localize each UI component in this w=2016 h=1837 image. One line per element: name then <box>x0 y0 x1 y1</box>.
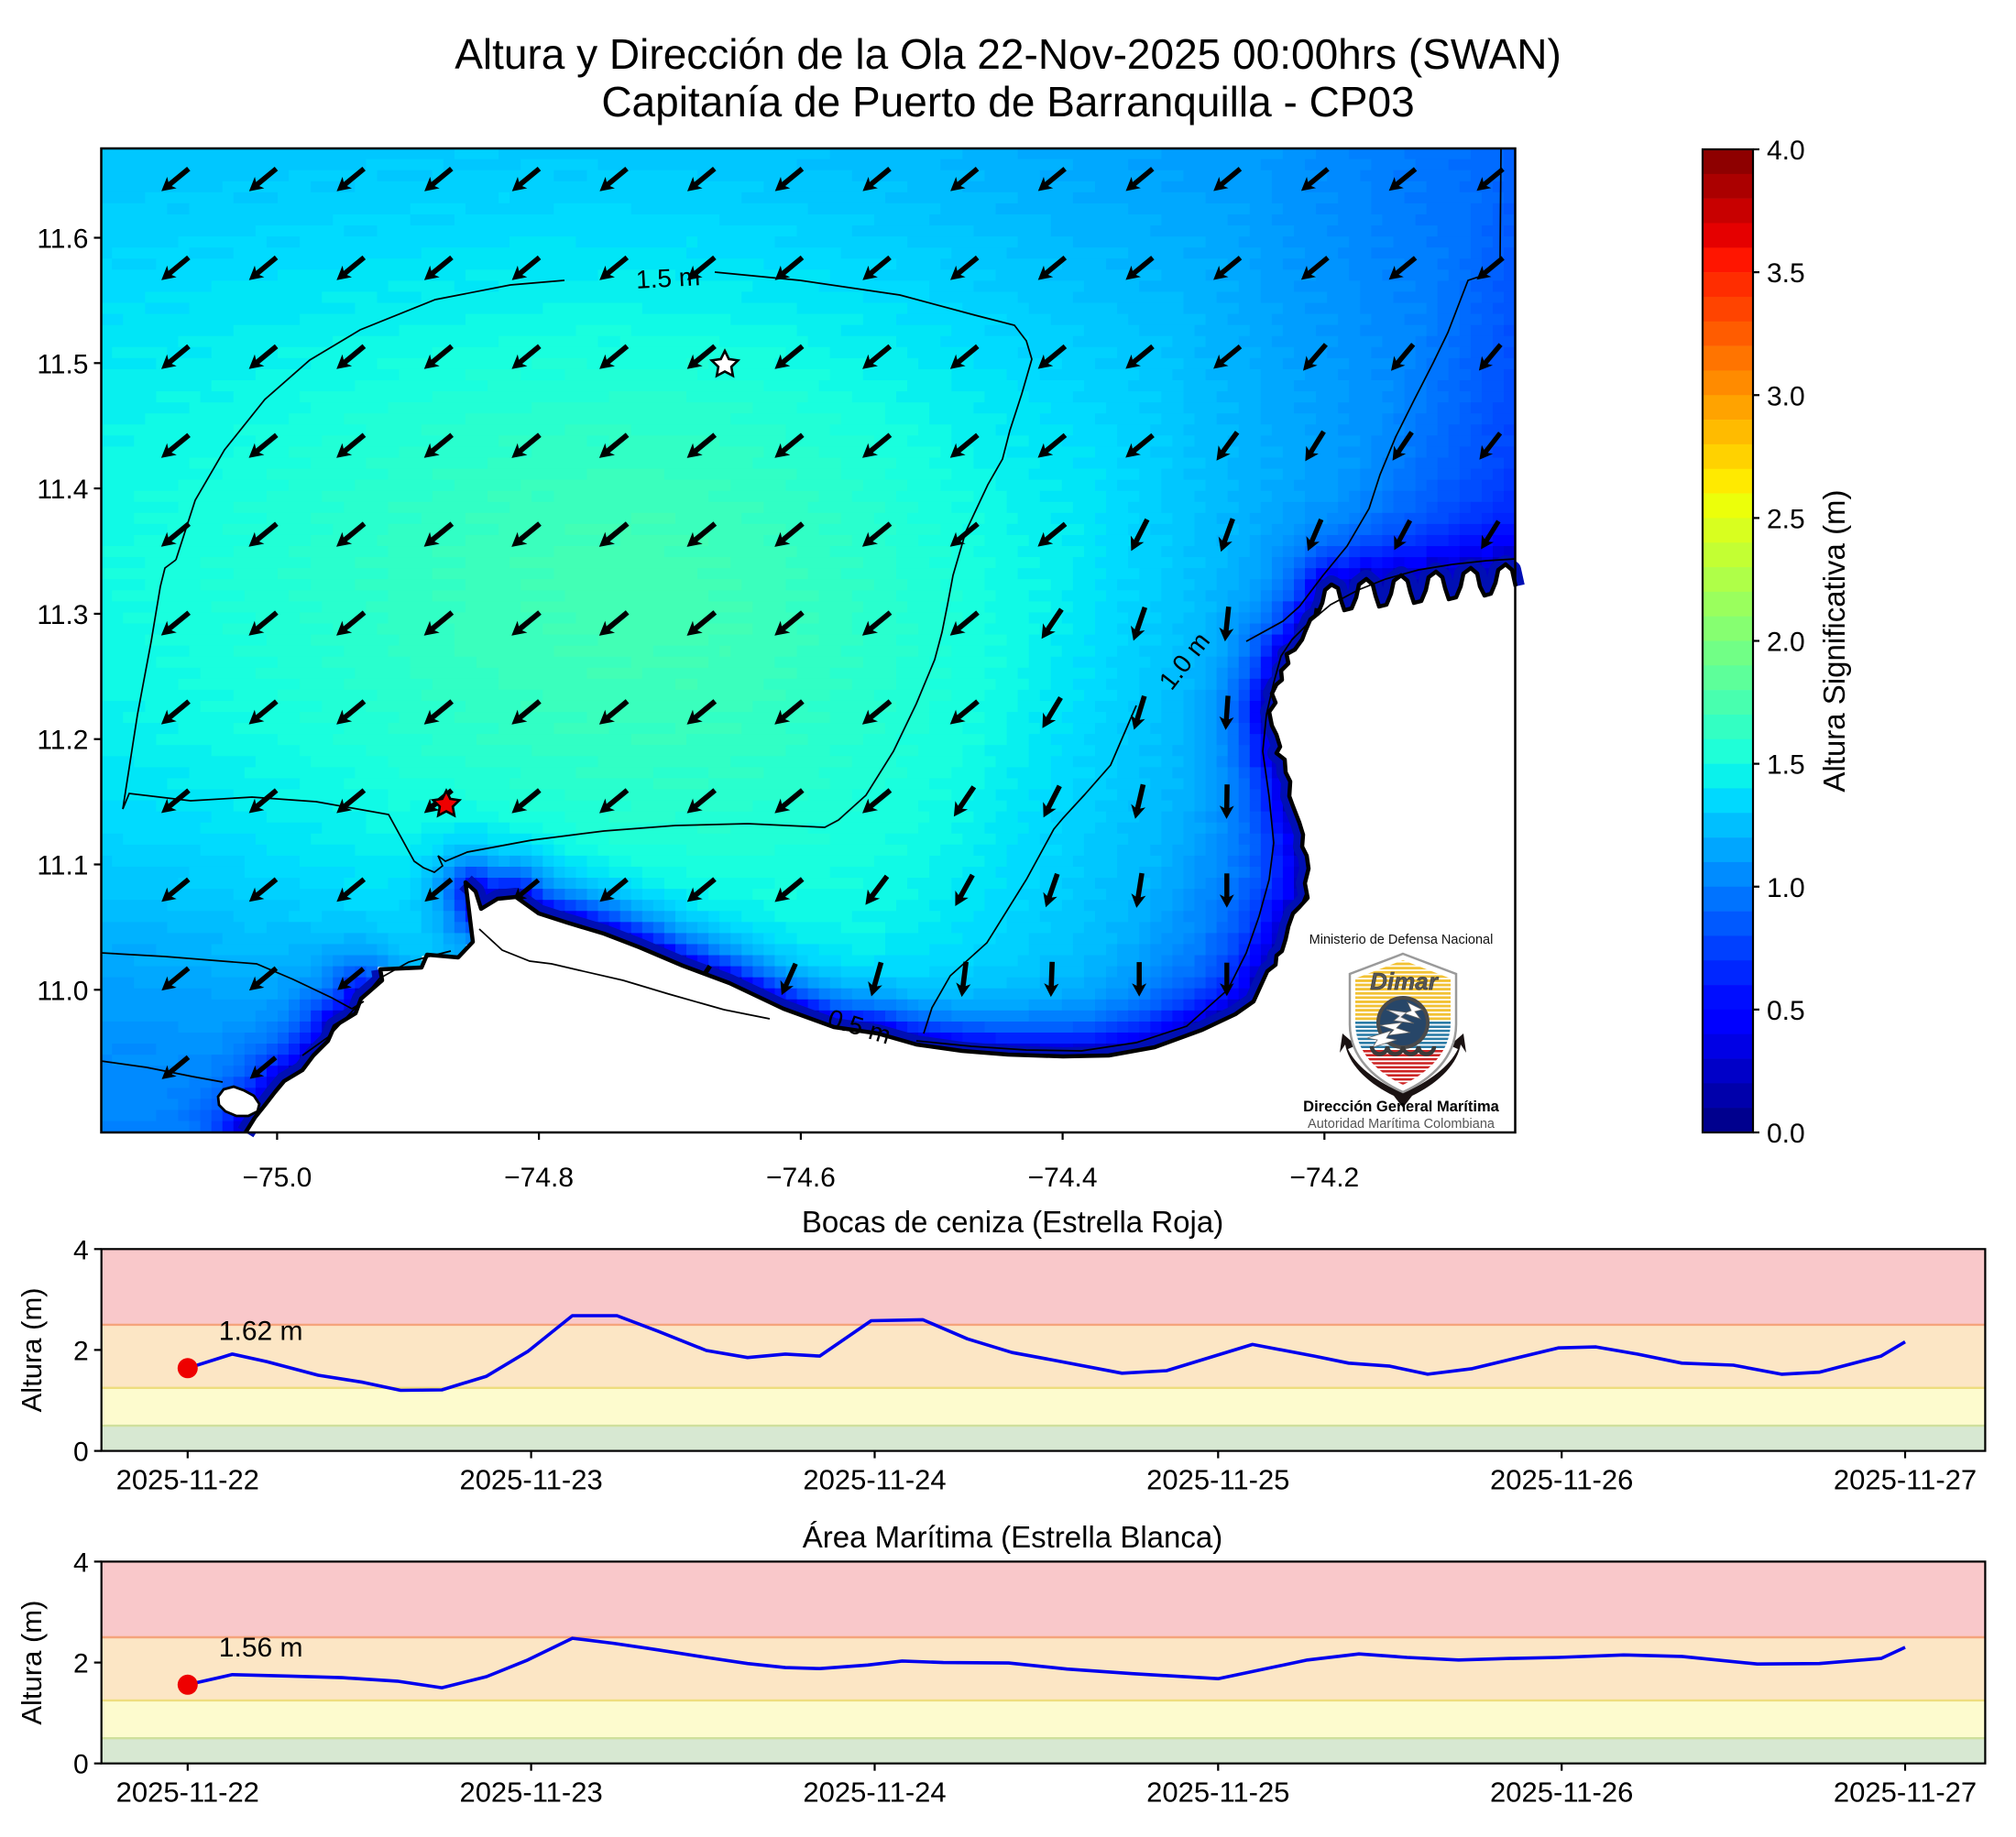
svg-text:2: 2 <box>73 1649 89 1679</box>
svg-text:11.1: 11.1 <box>37 851 88 881</box>
svg-text:11.0: 11.0 <box>37 976 88 1006</box>
svg-text:11.6: 11.6 <box>37 224 88 255</box>
svg-text:−74.8: −74.8 <box>504 1163 574 1193</box>
svg-text:−74.2: −74.2 <box>1289 1163 1359 1193</box>
svg-text:0: 0 <box>73 1438 89 1468</box>
svg-text:1.56 m: 1.56 m <box>219 1633 303 1663</box>
svg-text:4: 4 <box>73 1235 89 1265</box>
svg-text:2025-11-23: 2025-11-23 <box>459 1777 602 1809</box>
svg-text:2.5: 2.5 <box>1767 504 1805 534</box>
svg-text:0.0: 0.0 <box>1767 1119 1805 1149</box>
svg-text:3.5: 3.5 <box>1767 258 1805 289</box>
svg-text:1.62 m: 1.62 m <box>219 1316 303 1346</box>
svg-text:Altura y Dirección de la Ola 2: Altura y Dirección de la Ola 22-Nov-2025… <box>455 30 1561 78</box>
svg-text:Altura Significativa (m): Altura Significativa (m) <box>1817 489 1851 792</box>
svg-text:0.5: 0.5 <box>1767 996 1805 1026</box>
svg-text:Bocas de ceniza (Estrella Roja: Bocas de ceniza (Estrella Roja) <box>802 1205 1223 1239</box>
svg-text:2025-11-27: 2025-11-27 <box>1834 1777 1977 1809</box>
svg-text:−74.6: −74.6 <box>766 1163 836 1193</box>
svg-text:2025-11-25: 2025-11-25 <box>1146 1464 1289 1496</box>
svg-text:4: 4 <box>73 1547 89 1578</box>
svg-text:2025-11-25: 2025-11-25 <box>1146 1777 1289 1809</box>
svg-text:0: 0 <box>73 1750 89 1780</box>
svg-text:2025-11-24: 2025-11-24 <box>803 1777 946 1809</box>
svg-text:Dirección General Marítima: Dirección General Marítima <box>1303 1099 1499 1115</box>
svg-text:Área Marítima (Estrella Blanca: Área Marítima (Estrella Blanca) <box>803 1520 1222 1554</box>
svg-text:2025-11-26: 2025-11-26 <box>1490 1464 1633 1496</box>
svg-text:1.0: 1.0 <box>1767 873 1805 903</box>
svg-text:11.3: 11.3 <box>37 600 88 630</box>
svg-text:2025-11-26: 2025-11-26 <box>1490 1777 1633 1809</box>
svg-text:−75.0: −75.0 <box>242 1163 312 1193</box>
svg-text:Altura (m): Altura (m) <box>16 1287 48 1412</box>
svg-text:2025-11-22: 2025-11-22 <box>116 1777 259 1809</box>
svg-text:2.0: 2.0 <box>1767 628 1805 658</box>
svg-text:Dimar: Dimar <box>1370 968 1440 995</box>
svg-text:3.0: 3.0 <box>1767 381 1805 411</box>
svg-text:Autoridad Marítima Colombiana: Autoridad Marítima Colombiana <box>1308 1117 1496 1132</box>
svg-text:1.5 m: 1.5 m <box>635 262 701 294</box>
svg-text:1.5: 1.5 <box>1767 750 1805 781</box>
svg-text:Ministerio de Defensa Nacional: Ministerio de Defensa Nacional <box>1309 933 1494 947</box>
svg-text:2025-11-24: 2025-11-24 <box>803 1464 946 1496</box>
svg-text:2025-11-23: 2025-11-23 <box>459 1464 602 1496</box>
svg-text:11.4: 11.4 <box>37 475 88 505</box>
svg-text:2025-11-27: 2025-11-27 <box>1834 1464 1977 1496</box>
svg-text:2025-11-22: 2025-11-22 <box>116 1464 259 1496</box>
svg-text:2: 2 <box>73 1336 89 1366</box>
svg-text:11.5: 11.5 <box>37 349 88 379</box>
svg-text:11.2: 11.2 <box>37 726 88 756</box>
svg-text:Capitanía de Puerto de Barranq: Capitanía de Puerto de Barranquilla - CP… <box>601 78 1414 126</box>
svg-text:Altura (m): Altura (m) <box>16 1601 48 1725</box>
svg-text:4.0: 4.0 <box>1767 136 1805 166</box>
svg-text:−74.4: −74.4 <box>1028 1163 1098 1193</box>
